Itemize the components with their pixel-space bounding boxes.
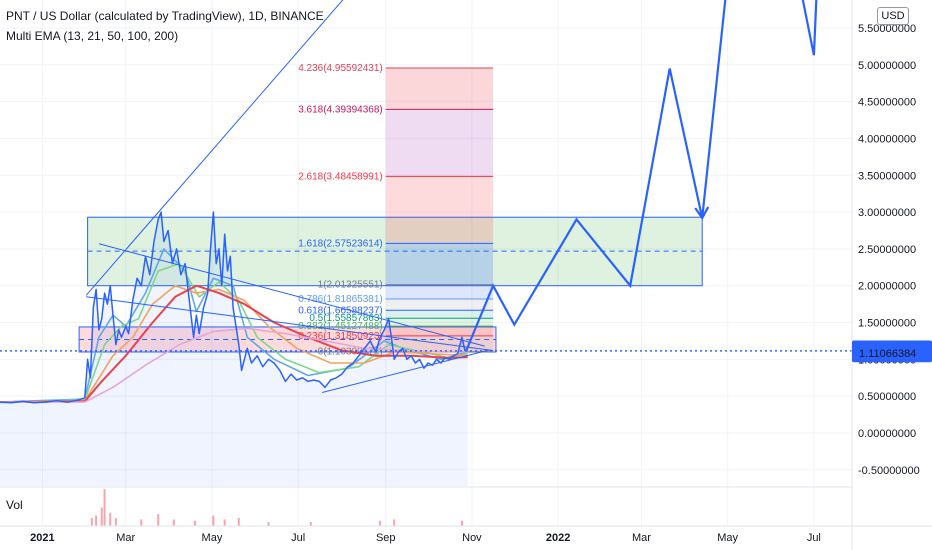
volume-bar-6 <box>140 519 143 526</box>
fib-level-label-5: 0.786(1.81865381) <box>298 294 383 305</box>
y-tick-label-2: 4.50000000 <box>858 97 916 109</box>
price-tag-label-1: 1.11066384 <box>859 348 916 360</box>
fib-level-label-6: 0.618(1.66588237) <box>298 305 383 316</box>
fib-level-label-7: 0.5(1.55857863) <box>309 313 382 324</box>
volume-bar-8 <box>172 519 175 526</box>
volume-bar-1 <box>95 515 98 526</box>
volume-bar-2 <box>100 507 103 526</box>
projection-line-2 <box>801 0 818 56</box>
trendline-2 <box>322 349 491 393</box>
x-tick-label-7: Mar <box>632 532 651 544</box>
y-tick-label-12: -0.50000000 <box>858 465 920 477</box>
indicator-legend[interactable]: Multi EMA (13, 21, 50, 100, 200) <box>6 29 179 43</box>
fib-band-5 <box>385 299 494 311</box>
fib-level-label-3: 1.618(2.57523614) <box>298 238 383 249</box>
volume-bar-0 <box>90 518 93 526</box>
volume-bar-12 <box>237 518 240 526</box>
price-area <box>0 212 468 486</box>
volume-bar-16 <box>393 519 396 526</box>
y-tick-label-6: 2.50000000 <box>858 244 916 256</box>
projection-arrowhead <box>694 206 710 221</box>
y-tick-label-3: 4.00000000 <box>858 133 916 145</box>
x-tick-label-0: 2021 <box>30 532 54 544</box>
ema-line-4 <box>0 327 468 403</box>
price-zones <box>78 216 703 353</box>
trendline-3 <box>98 243 485 347</box>
price-area-fill <box>0 212 468 486</box>
x-tick-label-4: Sep <box>376 532 396 544</box>
volume-bar-14 <box>309 522 312 526</box>
x-tick-label-1: Mar <box>116 532 135 544</box>
x-tick-label-6: 2022 <box>546 532 570 544</box>
volume-bar-15 <box>379 520 382 526</box>
volume-bar-10 <box>212 515 215 526</box>
fib-band-7 <box>385 318 494 327</box>
y-tick-label-10: 0.50000000 <box>858 391 916 403</box>
fib-level-label-4: 1(2.01325551) <box>318 280 383 291</box>
y-tick-label-7: 2.00000000 <box>858 281 916 293</box>
y-tick-label-8: 1.50000000 <box>858 318 916 330</box>
volume-bar-5 <box>114 518 117 526</box>
fib-level-label-1: 3.618(4.39394368) <box>298 104 383 115</box>
projection-path <box>465 0 818 351</box>
x-tick-label-2: May <box>202 532 223 544</box>
volume-bar-13 <box>267 522 270 526</box>
y-tick-label-1: 5.00000000 <box>858 60 916 72</box>
trendline-1 <box>85 0 344 296</box>
y-tick-label-11: 0.00000000 <box>858 428 916 440</box>
volume-bar-9 <box>193 520 196 526</box>
price-tag-bg-1 <box>852 344 932 363</box>
currency-button[interactable]: USD <box>877 7 909 25</box>
y-tick-label-4: 3.50000000 <box>858 170 916 182</box>
y-tick-label-0: 5.50000000 <box>858 23 916 35</box>
fib-band-4 <box>385 284 494 300</box>
volume-bar-3 <box>103 489 106 526</box>
x-tick-label-8: May <box>717 532 738 544</box>
volume-bar-17 <box>461 520 464 526</box>
price-tags: 1.119762601.11066384 <box>852 340 932 363</box>
fib-band-3 <box>385 243 494 285</box>
x-axis[interactable]: 2021 Mar May Jul Sep Nov 2022 Mar May Jul <box>0 525 932 544</box>
volume-bar-4 <box>109 512 112 526</box>
fib-band-0 <box>385 68 494 110</box>
fib-level-label-2: 2.618(3.48458991) <box>298 171 383 182</box>
fib-band-1 <box>385 109 494 177</box>
fib-band-6 <box>385 310 494 319</box>
fib-level-label-0: 4.236(4.95592431) <box>298 63 383 74</box>
volume-label: Vol <box>6 498 23 512</box>
projection-line <box>465 0 727 351</box>
volume-bar-7 <box>157 514 160 526</box>
price-line <box>0 211 468 404</box>
y-tick-label-5: 3.00000000 <box>858 207 916 219</box>
x-tick-label-5: Nov <box>462 532 482 544</box>
price-series-line <box>0 211 468 404</box>
fib-band-8 <box>385 326 494 336</box>
fib-band-2 <box>385 176 494 244</box>
x-tick-label-9: Jul <box>807 532 821 544</box>
fib-level-label-8: 0.382(1.45127488) <box>298 321 383 332</box>
y-axis[interactable]: 5.50000000 5.00000000 4.50000000 4.00000000… <box>851 0 920 550</box>
volume-bar-11 <box>223 519 226 526</box>
last-price-line <box>0 350 852 352</box>
fib-extension: 4.236(4.95592431) 3.618(4.39394368) 2.618(… <box>298 63 494 358</box>
trendline-0 <box>86 296 494 352</box>
chart-title: PNT / US Dollar (calculated by TradingVi… <box>6 9 324 23</box>
x-tick-label-3: Jul <box>291 532 305 544</box>
trendlines <box>85 0 494 393</box>
fib-level-label-9: 0.236(1.31850923) <box>298 331 383 342</box>
volume-pane <box>0 486 852 526</box>
